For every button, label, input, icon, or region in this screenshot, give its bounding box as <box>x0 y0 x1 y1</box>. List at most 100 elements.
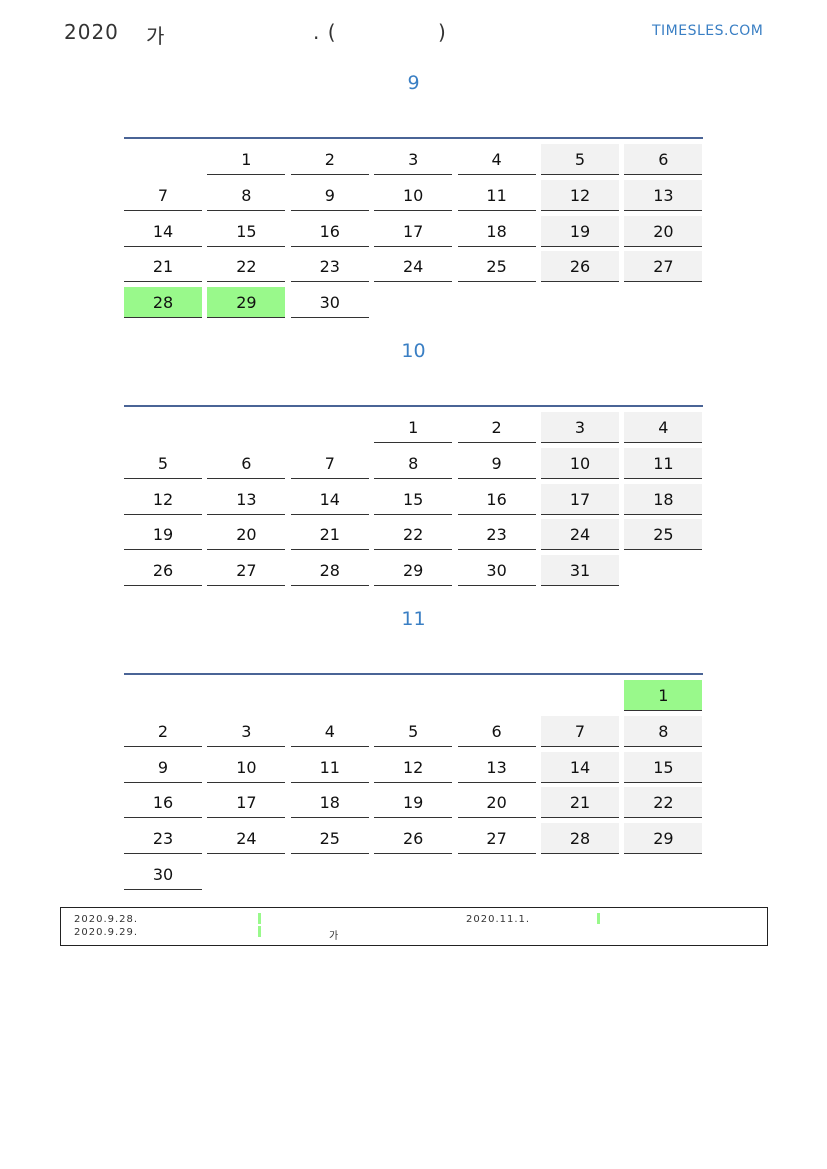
month-rule <box>124 673 703 675</box>
day-cell: 29 <box>374 555 453 587</box>
day-cell: 4 <box>290 716 369 747</box>
holiday-day-cell: 1 <box>624 680 703 711</box>
day-cell: 16 <box>457 484 536 515</box>
day-cell: 20 <box>457 787 536 819</box>
day-cell: 12 <box>374 752 453 783</box>
day-cell: 4 <box>457 144 536 175</box>
legend-date: 2020.9.28. <box>74 914 139 925</box>
day-cell: 22 <box>624 787 703 819</box>
day-cell: 22 <box>207 251 286 283</box>
day-cell: 13 <box>457 752 536 783</box>
day-cell: 14 <box>290 484 369 515</box>
legend-date: 2020.11.1. <box>466 914 531 925</box>
day-cell: 8 <box>624 715 703 747</box>
day-cell: 7 <box>290 448 369 479</box>
day-cell: 30 <box>290 287 369 319</box>
day-cell: 22 <box>374 519 453 551</box>
day-cell: 20 <box>207 519 286 551</box>
day-cell: 1 <box>207 144 286 175</box>
day-cell: 9 <box>457 448 536 479</box>
day-cell: 7 <box>541 715 619 747</box>
legend-date: 2020.9.29. <box>74 927 139 938</box>
day-cell: 5 <box>374 716 453 747</box>
day-cell: 5 <box>124 448 202 479</box>
month-rule <box>124 137 703 139</box>
day-cell: 11 <box>457 180 536 211</box>
day-cell: 16 <box>290 216 369 247</box>
day-cell: 29 <box>624 823 703 855</box>
day-cell: 9 <box>124 752 202 783</box>
day-cell: 17 <box>541 483 619 515</box>
day-cell: 20 <box>624 215 703 247</box>
day-cell: 30 <box>124 859 202 890</box>
day-cell: 21 <box>124 251 202 283</box>
site-logo[interactable]: TIMESLES.COM <box>652 23 764 39</box>
day-cell: 3 <box>207 716 286 747</box>
day-cell: 7 <box>124 180 202 211</box>
day-cell: 30 <box>457 555 536 587</box>
day-cell: 16 <box>124 787 202 819</box>
day-cell: 23 <box>124 823 202 855</box>
day-cell: 6 <box>457 716 536 747</box>
header-year: 2020 <box>64 20 119 44</box>
day-cell: 13 <box>624 179 703 211</box>
day-cell: 15 <box>624 751 703 783</box>
day-cell: 8 <box>207 180 286 211</box>
day-cell: 24 <box>374 251 453 283</box>
legend-name: 가 <box>329 931 340 942</box>
day-cell: 14 <box>124 216 202 247</box>
day-cell: 2 <box>457 412 536 443</box>
day-cell: 27 <box>207 555 286 587</box>
day-cell: 12 <box>124 484 202 515</box>
holiday-color-marker <box>597 913 600 924</box>
day-cell: 15 <box>207 216 286 247</box>
header-title-char: 가 <box>146 24 166 48</box>
day-cell: 10 <box>541 447 619 479</box>
day-cell: 18 <box>624 483 703 515</box>
day-cell: 28 <box>541 823 619 855</box>
day-cell: 12 <box>541 179 619 211</box>
day-cell: 1 <box>374 412 453 443</box>
day-cell: 3 <box>541 412 619 443</box>
day-cell: 4 <box>624 412 703 443</box>
day-cell: 5 <box>541 144 619 175</box>
day-cell: 25 <box>457 251 536 283</box>
day-cell: 17 <box>207 787 286 819</box>
day-cell: 17 <box>374 216 453 247</box>
day-cell: 19 <box>374 787 453 819</box>
day-cell: 26 <box>124 555 202 587</box>
day-cell: 6 <box>624 144 703 175</box>
month-title: 10 <box>401 340 426 362</box>
day-cell: 10 <box>374 180 453 211</box>
day-cell: 2 <box>290 144 369 175</box>
day-cell: 9 <box>290 180 369 211</box>
header-punct-open: . ( <box>313 20 337 44</box>
holiday-color-marker <box>258 926 261 937</box>
holiday-color-marker <box>258 913 261 924</box>
day-cell: 26 <box>541 251 619 283</box>
day-cell: 27 <box>457 823 536 855</box>
day-cell: 13 <box>207 484 286 515</box>
day-cell: 15 <box>374 484 453 515</box>
day-cell: 25 <box>624 519 703 551</box>
month-title: 11 <box>401 608 426 630</box>
header-punct-close: ) <box>438 20 447 44</box>
day-cell: 8 <box>374 448 453 479</box>
holiday-day-cell: 29 <box>207 287 286 319</box>
holiday-day-cell: 28 <box>124 287 202 319</box>
day-cell: 24 <box>207 823 286 855</box>
day-cell: 6 <box>207 448 286 479</box>
day-cell: 3 <box>374 144 453 175</box>
day-cell: 27 <box>624 251 703 283</box>
day-cell: 23 <box>457 519 536 551</box>
month-title: 9 <box>407 72 420 94</box>
day-cell: 21 <box>290 519 369 551</box>
day-cell: 19 <box>124 519 202 551</box>
day-cell: 23 <box>290 251 369 283</box>
day-cell: 19 <box>541 215 619 247</box>
day-cell: 18 <box>457 216 536 247</box>
day-cell: 26 <box>374 823 453 855</box>
day-cell: 2 <box>124 716 202 747</box>
day-cell: 11 <box>290 752 369 783</box>
